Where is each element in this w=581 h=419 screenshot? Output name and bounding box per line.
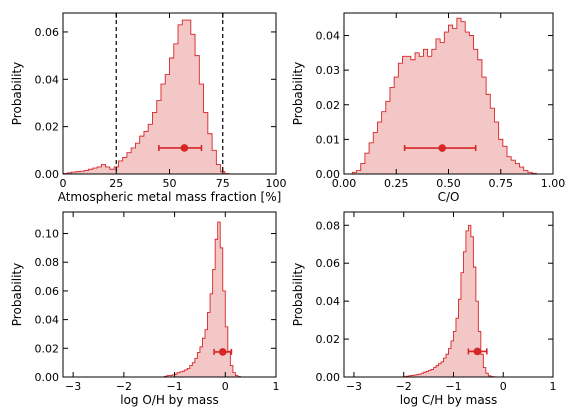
x-tick-label: 1 [273, 380, 280, 393]
histogram [344, 17, 553, 174]
x-tick-label: −2 [396, 380, 412, 393]
panel-4: −3 −2 −1 0 1 0.00 0.02 0.04 0.06 0.08 log C/H by m… [291, 211, 557, 407]
y-axis-label: Probability [10, 263, 24, 326]
y-tick-label: 0.00 [35, 371, 60, 384]
histogram-fill [63, 20, 276, 174]
x-tick-label: 0 [60, 177, 67, 190]
median-point [473, 347, 482, 356]
y-axis-label: Probability [10, 62, 24, 125]
median-point [438, 144, 447, 152]
x-axis-label: C/O [438, 190, 460, 204]
y-tick-label: 0.01 [316, 133, 341, 146]
median-point [180, 144, 189, 152]
axes-frame [62, 211, 277, 378]
x-axis-label: log C/H by mass [400, 393, 497, 407]
y-tick-label: 0.06 [35, 285, 60, 298]
histogram [403, 224, 506, 377]
y-tick-label: 0.00 [316, 371, 341, 384]
y-tick-label: 0.08 [316, 219, 341, 232]
panel-1: 0 25 50 75 100 0.00 0.02 0.04 0.06 Atmospheric me… [10, 12, 287, 204]
y-tick-label: 0.04 [35, 314, 60, 327]
x-tick-label: −2 [116, 380, 132, 393]
histogram-outline [403, 224, 506, 377]
x-tick-label: 75 [216, 177, 230, 190]
y-tick-label: 0.02 [316, 99, 341, 112]
x-tick-label: 0.25 [384, 177, 409, 190]
y-tick-label: 0.06 [35, 26, 60, 39]
y-tick-label: 0.08 [35, 256, 60, 269]
x-tick-label: −1 [445, 380, 461, 393]
x-tick-label: 0 [222, 380, 229, 393]
y-tick-label: 0.04 [35, 73, 60, 86]
axes-frame [343, 211, 554, 378]
x-tick-label: −3 [65, 380, 81, 393]
median-point [218, 348, 227, 356]
x-tick-label: 1.00 [541, 177, 566, 190]
y-tick-label: 0.04 [316, 295, 341, 308]
histogram-fill [164, 222, 244, 377]
x-tick-label: −3 [346, 380, 362, 393]
panel-3: −3 −2 −1 0 1 0.00 0.02 0.04 0.06 0.08 0.10 log O/H … [10, 211, 280, 407]
x-tick-label: 100 [266, 177, 287, 190]
x-tick-label: 50 [163, 177, 177, 190]
histogram-fill [344, 18, 553, 174]
y-tick-label: 0.03 [316, 64, 341, 77]
x-tick-label: 0.50 [436, 177, 461, 190]
x-tick-label: 0 [500, 380, 507, 393]
x-tick-label: 0.75 [489, 177, 514, 190]
y-tick-label: 0.02 [316, 333, 341, 346]
x-tick-label: −1 [166, 380, 182, 393]
x-axis-label: Atmospheric metal mass fraction [%] [58, 190, 282, 204]
x-tick-label: 1 [550, 380, 557, 393]
y-tick-label: 0.00 [316, 168, 341, 181]
y-tick-label: 0.02 [35, 342, 60, 355]
x-tick-label: 0.00 [332, 177, 357, 190]
panel-2: 0.00 0.25 0.50 0.75 1.00 0.00 0.01 0.02 0.03 0.04… [291, 12, 566, 204]
histogram [63, 19, 276, 174]
histogram-outline [63, 19, 276, 174]
y-tick-label: 0.06 [316, 257, 341, 270]
x-tick-label: 25 [109, 177, 123, 190]
y-tick-label: 0.02 [35, 121, 60, 134]
y-tick-label: 0.00 [35, 168, 60, 181]
y-tick-label: 0.04 [316, 30, 341, 43]
histogram-fill [403, 225, 506, 377]
y-tick-label: 0.10 [35, 228, 60, 241]
x-axis-label: log O/H by mass [120, 393, 219, 407]
histogram-outline [344, 17, 553, 174]
y-axis-label: Probability [291, 263, 305, 326]
y-axis-label: Probability [291, 62, 305, 125]
